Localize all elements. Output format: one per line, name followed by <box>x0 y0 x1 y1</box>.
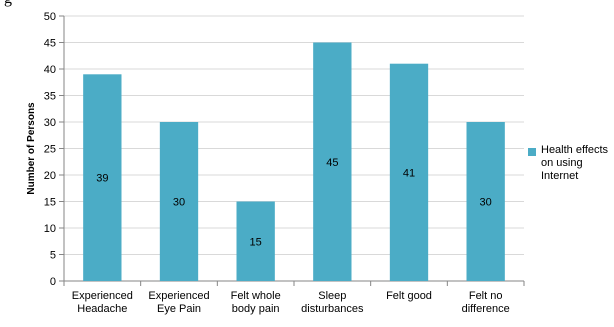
x-tick-label-line: disturbances <box>301 303 364 315</box>
legend-swatch <box>528 148 536 156</box>
x-tick-label: Experienced Eye Pain <box>148 290 209 315</box>
y-axis-title: Number of Persons <box>26 102 37 195</box>
y-tick-label: 30 <box>44 117 56 129</box>
y-tick-label: 50 <box>44 11 56 23</box>
y-tick-label: 45 <box>44 38 56 50</box>
bar <box>466 122 505 281</box>
y-tick-label: 10 <box>44 223 56 235</box>
bar <box>159 122 199 281</box>
data-label: 30 <box>480 197 492 209</box>
data-label: 41 <box>403 167 415 179</box>
x-tick-label-line: Headache <box>77 303 127 315</box>
x-tick-label-line: Felt whole <box>231 290 281 302</box>
y-tick-label: 25 <box>44 144 56 156</box>
x-tick-label: Felt no difference <box>462 290 510 315</box>
x-tick-label: Felt good <box>386 290 432 302</box>
bar <box>236 201 275 281</box>
y-tick-label: 40 <box>44 64 56 76</box>
x-tick-label-line: difference <box>462 303 510 315</box>
x-tick-label-line: Experienced <box>72 290 133 302</box>
x-tick-label: Sleep disturbances <box>301 290 364 315</box>
y-tick-label: 35 <box>44 91 56 103</box>
data-label: 45 <box>326 157 338 169</box>
y-tick-label: 0 <box>50 276 56 288</box>
x-tick-label-line: Experienced <box>148 290 209 302</box>
data-label: 30 <box>173 197 185 209</box>
bar <box>83 74 122 281</box>
bar <box>389 63 429 282</box>
data-label: 39 <box>96 173 108 185</box>
data-label: 15 <box>250 236 262 248</box>
legend-label: Health effects on using Internet <box>541 144 609 182</box>
x-tick-label: Experienced Headache <box>72 290 133 315</box>
y-tick-label: 15 <box>44 197 56 209</box>
y-tick-label: 20 <box>44 170 56 182</box>
x-tick-label-line: Eye Pain <box>157 303 201 315</box>
x-tick-label-line: Felt no <box>469 290 503 302</box>
x-tick-label-line: Felt good <box>386 290 432 302</box>
x-tick-label-line: body pain <box>232 303 280 315</box>
legend: Health effects on using Internet <box>528 144 612 183</box>
x-tick-label: Felt whole body pain <box>231 290 281 315</box>
y-tick-label: 5 <box>50 250 56 262</box>
bar <box>313 42 352 281</box>
x-tick-label-line: Sleep <box>318 290 346 302</box>
partial-header-text: g <box>4 0 12 8</box>
